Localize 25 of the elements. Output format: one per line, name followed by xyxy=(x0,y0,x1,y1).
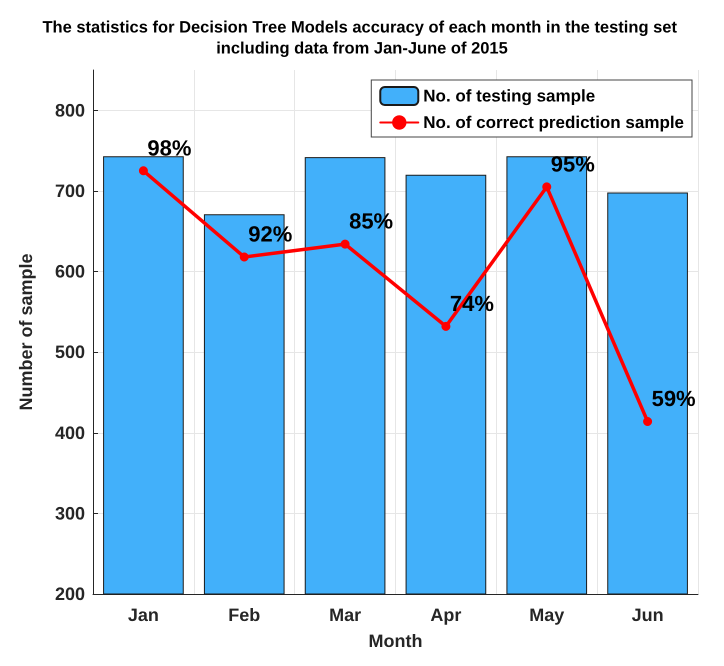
point xyxy=(441,322,450,331)
legend-label: No. of testing sample xyxy=(423,86,596,106)
y-tick-label: 200 xyxy=(54,584,85,604)
point xyxy=(138,166,148,176)
x-tick-label: May xyxy=(529,605,564,625)
y-tick-label: 500 xyxy=(54,342,85,362)
x-axis-title: Month xyxy=(368,631,422,651)
annotation: 98% xyxy=(147,135,192,160)
y-tick-label: 600 xyxy=(54,262,85,282)
y-tick-label: 400 xyxy=(54,422,85,443)
point xyxy=(340,240,350,249)
point xyxy=(542,182,552,192)
y-tick-label: 300 xyxy=(54,503,85,524)
chart-title: The statistics for Decision Tree Models accuracy of each month in the testing set including data from Jan-June of 2015 xyxy=(42,18,682,58)
x-tick-label: Feb xyxy=(228,605,260,625)
x-tick-label: Jun xyxy=(632,605,664,625)
y-tick-label: 700 xyxy=(54,180,85,201)
x-tick-label: Mar xyxy=(329,605,362,625)
y-tick-label: 800 xyxy=(54,100,85,120)
point xyxy=(240,252,249,262)
legend-label: No. of correct prediction sample xyxy=(423,113,684,132)
point xyxy=(643,416,652,426)
x-tick-label: Apr xyxy=(430,605,462,625)
y-axis-title: Number of sample xyxy=(16,253,36,411)
x-tick-label: Jan xyxy=(128,605,159,625)
